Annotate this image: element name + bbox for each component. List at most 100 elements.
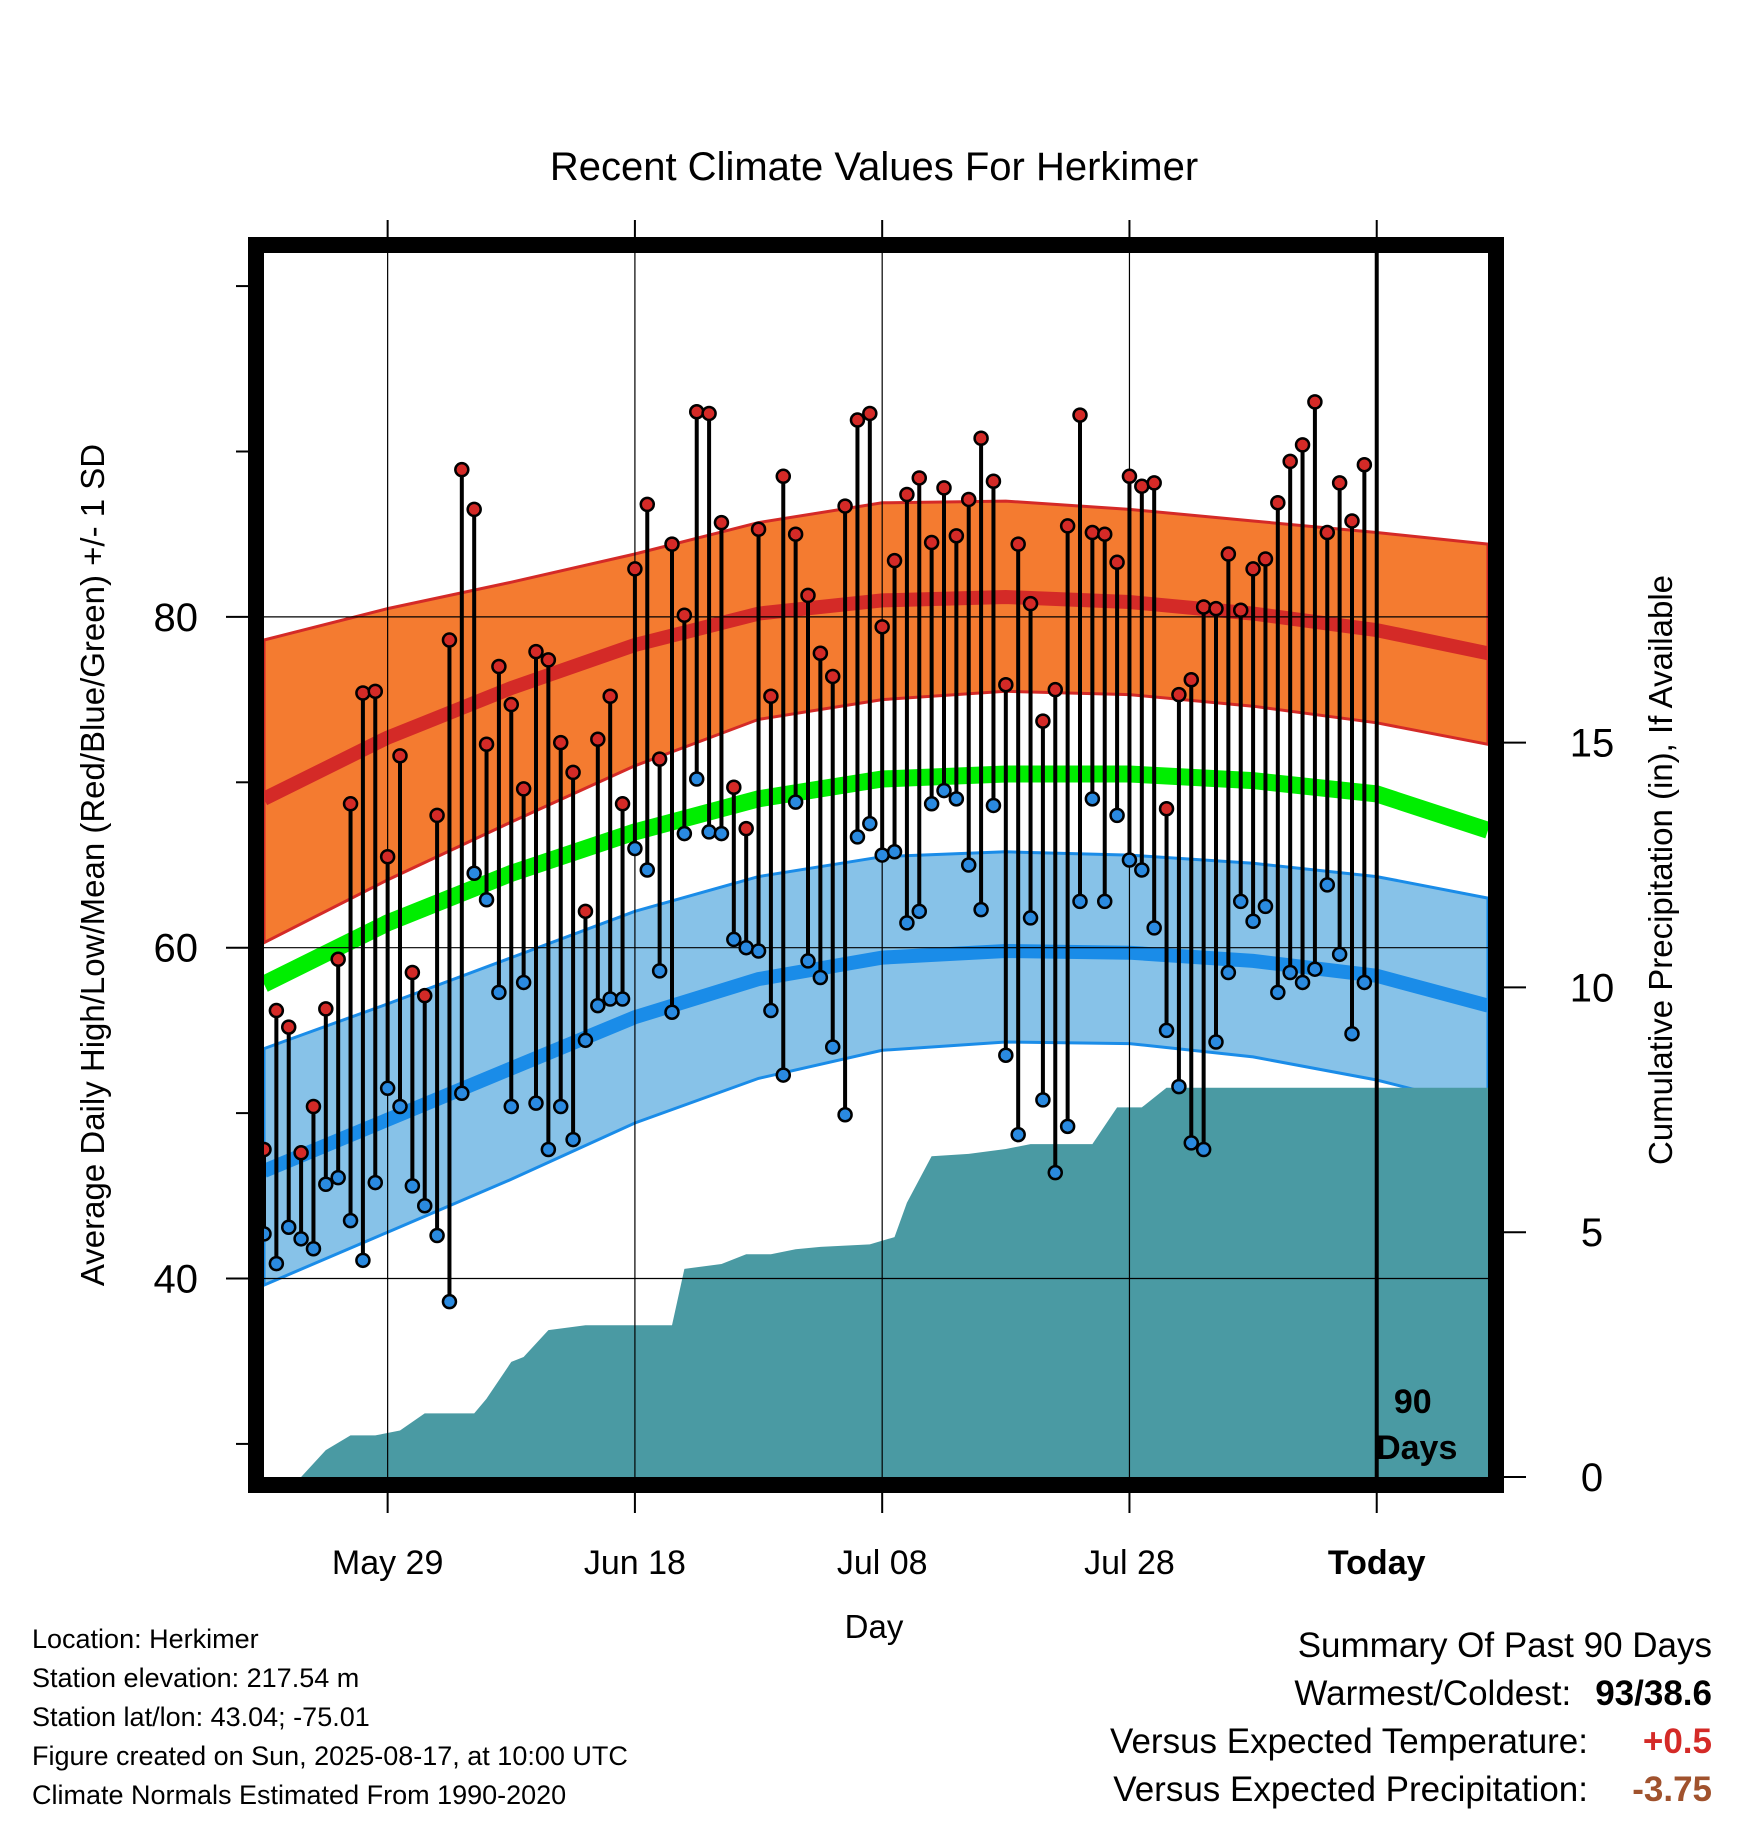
daily-low-point — [1022, 910, 1039, 926]
daily-high-point — [664, 536, 680, 552]
daily-high-point — [454, 461, 470, 478]
daily-low-point — [960, 857, 977, 873]
daily-low-point — [800, 953, 816, 969]
daily-high-point — [787, 526, 804, 542]
daily-high-point — [750, 521, 767, 537]
daily-low-point — [824, 1039, 841, 1055]
daily-low-point — [738, 939, 754, 956]
daily-low-point — [837, 1107, 853, 1123]
observations-group — [256, 394, 1373, 1310]
daily-high-point — [478, 736, 495, 753]
daily-high-point — [936, 480, 952, 496]
daily-low-point — [379, 1080, 396, 1097]
daily-low-point — [998, 1047, 1014, 1063]
daily-high-point — [948, 528, 965, 544]
daily-low-point — [318, 1176, 334, 1192]
location-text: Location: Herkimer — [32, 1624, 259, 1654]
daily-high-point — [404, 964, 421, 981]
daily-high-point — [1158, 801, 1175, 817]
daily-high-point — [1134, 478, 1150, 494]
precipitation-anomaly-row: Versus Expected Precipitation: -3.75 — [1110, 1766, 1712, 1814]
daily-high-point — [1022, 595, 1039, 612]
daily-low-point — [293, 1231, 309, 1247]
warmest-coldest-label: Warmest/Coldest: — [1294, 1674, 1572, 1713]
daily-high-point — [590, 731, 606, 748]
daily-high-point — [651, 751, 668, 767]
daily-low-point — [713, 825, 730, 842]
daily-low-point — [1047, 1164, 1064, 1181]
daily-high-point — [985, 473, 1002, 490]
created-text: Figure created on Sun, 2025-08-17, at 10… — [32, 1741, 628, 1771]
daily-high-point — [688, 404, 705, 420]
daily-high-point — [1059, 518, 1076, 534]
daily-high-point — [552, 734, 569, 751]
daily-high-point — [330, 951, 346, 968]
daily-low-point — [503, 1098, 520, 1115]
daily-high-point — [528, 643, 544, 660]
daily-low-point — [540, 1141, 557, 1158]
y-tick-label: 40 — [154, 1258, 199, 1302]
daily-high-point — [1282, 453, 1298, 470]
daily-low-point — [1257, 898, 1274, 915]
daily-low-point — [614, 991, 631, 1007]
daily-high-point — [726, 779, 742, 796]
daily-high-point — [1270, 495, 1286, 511]
daily-high-point — [1047, 681, 1064, 698]
x-tick-label: Jul 08 — [837, 1544, 928, 1582]
x-tick-label: Today — [1328, 1544, 1426, 1582]
x-tick-label: May 29 — [332, 1544, 444, 1582]
x-tick-label: Jun 18 — [584, 1544, 686, 1582]
daily-high-point — [515, 781, 532, 797]
precipitation-anomaly-value: -3.75 — [1632, 1770, 1712, 1809]
window-label-days: Days — [1376, 1429, 1457, 1467]
x-tick-label: Jul 28 — [1084, 1544, 1175, 1582]
normals-text: Climate Normals Estimated From 1990-2020 — [32, 1780, 567, 1810]
daily-high-point — [1232, 602, 1249, 619]
daily-low-point — [528, 1095, 544, 1111]
temperature-anomaly-label: Versus Expected Temperature: — [1110, 1722, 1588, 1761]
daily-low-point — [1220, 964, 1237, 981]
daily-low-point — [330, 1169, 346, 1186]
x-axis-label: Day — [845, 1608, 904, 1645]
daily-high-point — [305, 1098, 322, 1115]
daily-high-point — [701, 405, 717, 422]
window-label-number: 90 — [1394, 1383, 1432, 1421]
daily-high-point — [1294, 437, 1311, 453]
y2-tick-label: 0 — [1581, 1456, 1603, 1500]
daily-low-point — [466, 865, 482, 882]
daily-low-point — [973, 901, 989, 918]
elevation-text: Station elevation: 217.54 m — [32, 1663, 360, 1693]
daily-low-point — [923, 796, 940, 812]
daily-high-point — [429, 807, 445, 824]
daily-high-point — [911, 470, 928, 486]
precipitation-area — [264, 1087, 1488, 1477]
precipitation-anomaly-label: Versus Expected Precipitation: — [1113, 1770, 1588, 1809]
daily-low-point — [651, 963, 668, 979]
y2-axis-label: Cumulative Precipitation (in), If Availa… — [1642, 575, 1679, 1165]
daily-high-point — [1319, 524, 1336, 541]
daily-low-point — [1208, 1034, 1224, 1050]
daily-low-point — [429, 1227, 445, 1244]
normal-bands — [260, 499, 1491, 1288]
chart-title: Recent Climate Values For Herkimer — [550, 145, 1198, 189]
daily-high-point — [577, 903, 594, 920]
daily-low-point — [1109, 807, 1125, 824]
daily-low-point — [1072, 893, 1088, 910]
daily-high-point — [713, 514, 730, 531]
daily-low-point — [1245, 913, 1261, 929]
daily-low-point — [911, 903, 928, 920]
daily-high-point — [1146, 475, 1162, 491]
daily-high-point — [1344, 513, 1360, 529]
daily-high-point — [800, 587, 816, 604]
daily-high-point — [318, 1001, 334, 1017]
daily-low-point — [280, 1219, 297, 1235]
daily-low-point — [392, 1098, 408, 1115]
daily-low-point — [1356, 974, 1373, 991]
y2-tick-label: 5 — [1581, 1211, 1603, 1255]
daily-low-point — [552, 1098, 569, 1115]
daily-low-point — [305, 1240, 322, 1257]
daily-high-point — [627, 561, 643, 577]
y-tick-label: 80 — [154, 596, 199, 640]
daily-low-point — [1146, 920, 1162, 936]
